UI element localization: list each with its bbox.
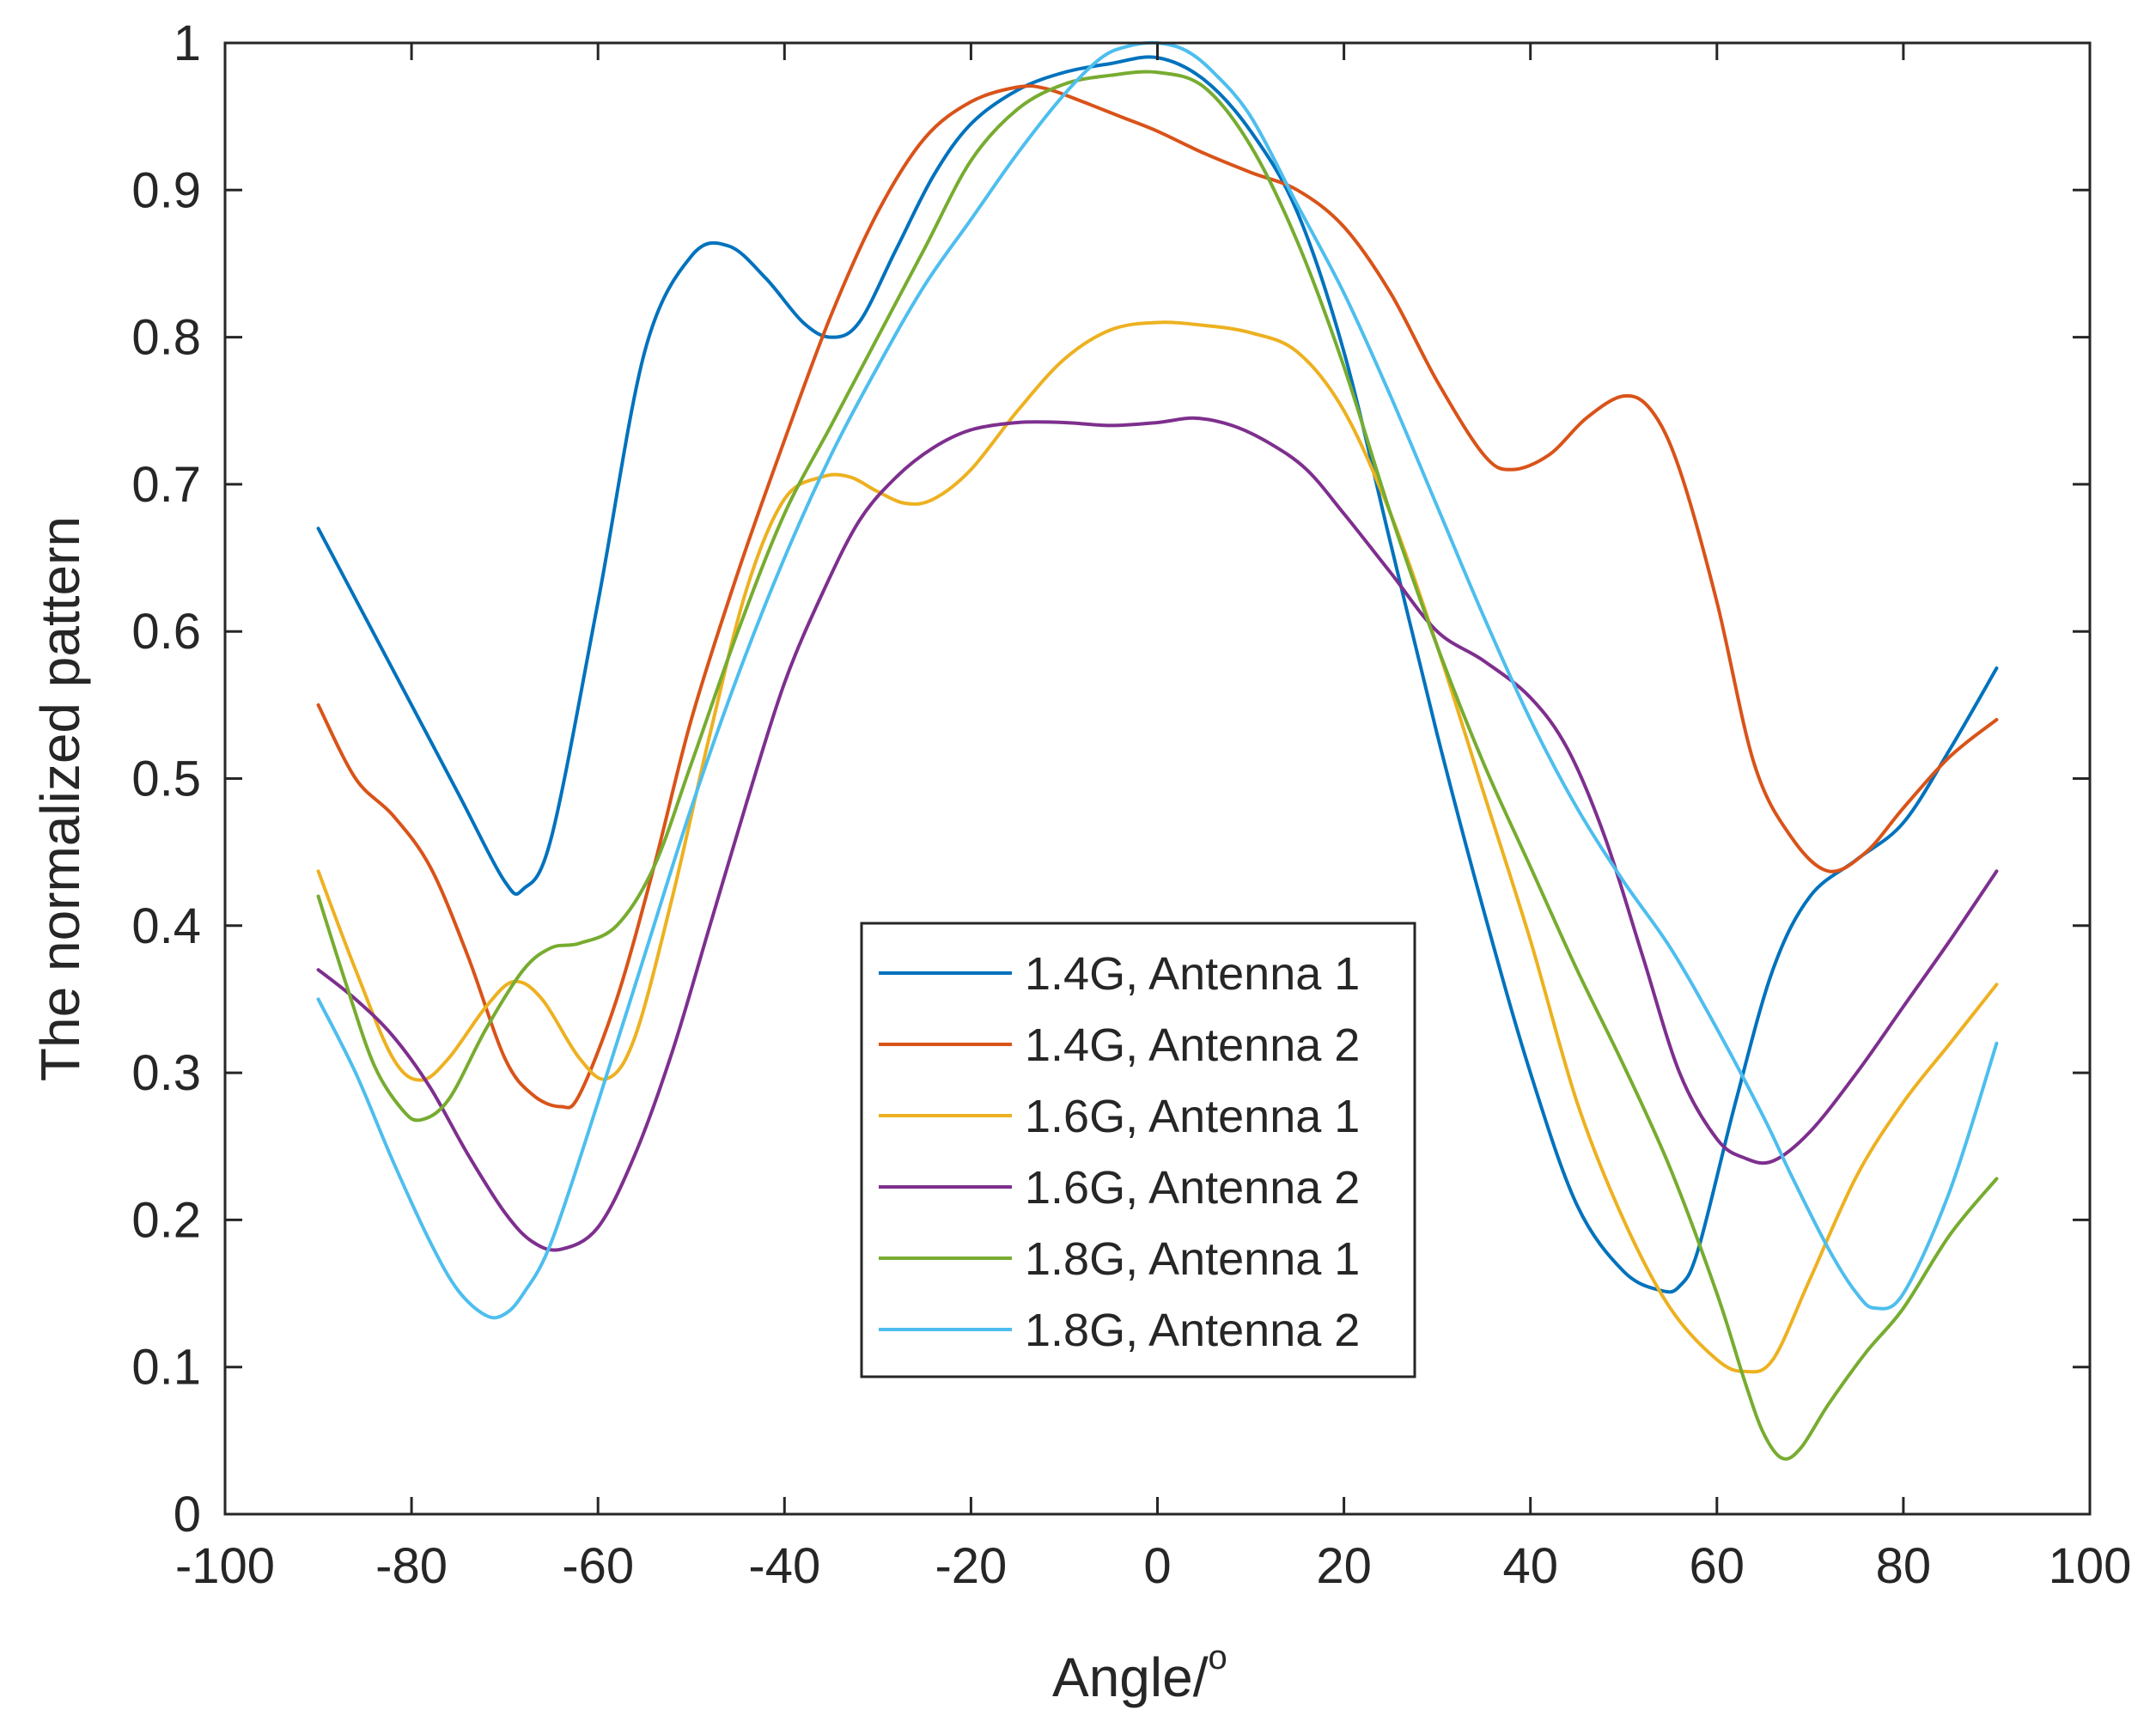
- series-layer: [316, 40, 1999, 1461]
- x-tick-label: 80: [1876, 1538, 1932, 1594]
- x-axis-title-superscript: o: [1208, 1639, 1227, 1676]
- ticks-layer: -100 -80 -60 -40 -20 0 20 40 60 80 100 0 0.1 0.2 0.3 0.…: [131, 15, 2131, 1594]
- x-tick-label: -80: [375, 1538, 448, 1594]
- x-tick-label: -100: [175, 1538, 275, 1594]
- y-tick-label: 0.7: [131, 457, 201, 513]
- series-line-3: [316, 320, 1999, 1374]
- y-tick-label: 0.9: [131, 162, 201, 218]
- x-tick-label: 40: [1502, 1538, 1558, 1594]
- y-tick-label: 0.6: [131, 604, 201, 660]
- y-tick-label: 0.4: [131, 898, 201, 954]
- legend-label-1: 1.4G, Antenna 1: [1025, 948, 1360, 1000]
- legend-label-3: 1.6G, Antenna 1: [1025, 1091, 1360, 1142]
- y-axis-title: The normalized pattern: [29, 516, 91, 1081]
- x-tick-label: -40: [748, 1538, 820, 1594]
- legend-label-4: 1.6G, Antenna 2: [1025, 1162, 1360, 1214]
- x-tick-label: 20: [1316, 1538, 1372, 1594]
- y-tick-label: 0: [174, 1487, 201, 1542]
- x-axis-title-text: Angle/: [1052, 1646, 1209, 1708]
- x-tick-label: 100: [2049, 1538, 2132, 1594]
- legend-label-5: 1.8G, Antenna 1: [1025, 1233, 1360, 1285]
- x-tick-label: -60: [562, 1538, 634, 1594]
- x-axis-title: Angle/o: [1052, 1639, 1227, 1708]
- y-tick-label: 0.5: [131, 751, 201, 807]
- series-line-2: [316, 84, 1999, 1110]
- y-tick-label: 0.8: [131, 310, 201, 366]
- series-line-5: [316, 70, 1999, 1461]
- legend-label-2: 1.4G, Antenna 2: [1025, 1019, 1360, 1071]
- legend-box: [860, 922, 1416, 1378]
- legend: 1.4G, Antenna 1 1.4G, Antenna 2 1.6G, Ante…: [860, 922, 1416, 1378]
- y-tick-label: 0.2: [131, 1192, 201, 1248]
- x-tick-label: 60: [1690, 1538, 1745, 1594]
- y-tick-label: 0.3: [131, 1045, 201, 1101]
- y-tick-label: 0.1: [131, 1340, 201, 1396]
- legend-label-6: 1.8G, Antenna 2: [1025, 1305, 1360, 1356]
- x-tick-label: 0: [1143, 1538, 1171, 1594]
- series-line-6: [316, 40, 1999, 1320]
- series-line-4: [316, 416, 1999, 1252]
- series-line-1: [316, 55, 1999, 1294]
- x-tick-label: -20: [935, 1538, 1007, 1594]
- y-tick-label: 1: [174, 15, 201, 71]
